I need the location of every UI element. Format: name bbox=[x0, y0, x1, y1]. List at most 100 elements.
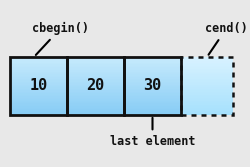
Text: cbegin(): cbegin() bbox=[32, 22, 89, 55]
Bar bbox=[124, 109, 181, 111]
Bar bbox=[67, 90, 124, 92]
Bar bbox=[181, 67, 233, 69]
Bar bbox=[124, 71, 181, 73]
Bar bbox=[124, 89, 181, 90]
Bar bbox=[10, 85, 67, 86]
Bar bbox=[181, 103, 233, 105]
Bar bbox=[10, 98, 67, 99]
Text: 30: 30 bbox=[144, 78, 162, 94]
Bar bbox=[181, 112, 233, 114]
Bar bbox=[181, 99, 233, 101]
Bar bbox=[67, 73, 124, 74]
Bar bbox=[67, 79, 124, 80]
Bar bbox=[181, 109, 233, 111]
Text: last element: last element bbox=[110, 118, 195, 148]
Bar bbox=[10, 90, 67, 92]
Bar bbox=[10, 80, 67, 82]
Bar bbox=[124, 60, 181, 61]
Bar bbox=[181, 79, 233, 80]
Bar bbox=[124, 86, 181, 88]
Bar bbox=[67, 86, 124, 88]
Bar bbox=[67, 99, 124, 101]
Bar bbox=[124, 58, 181, 60]
Bar bbox=[181, 86, 233, 88]
Bar bbox=[181, 89, 233, 90]
Bar bbox=[67, 103, 124, 105]
Bar bbox=[67, 109, 124, 111]
Bar bbox=[124, 82, 181, 83]
Bar bbox=[181, 77, 233, 79]
Bar bbox=[181, 76, 233, 77]
Bar bbox=[10, 103, 67, 105]
Bar bbox=[124, 74, 181, 76]
Text: 10: 10 bbox=[30, 78, 48, 94]
Bar bbox=[124, 102, 181, 103]
Bar bbox=[67, 105, 124, 106]
Bar bbox=[124, 67, 181, 69]
Bar bbox=[10, 64, 67, 66]
Bar bbox=[10, 108, 67, 109]
Bar bbox=[10, 61, 67, 63]
Bar bbox=[10, 79, 67, 80]
Bar bbox=[124, 64, 181, 66]
Bar bbox=[181, 106, 233, 108]
Bar bbox=[181, 70, 233, 71]
Bar bbox=[67, 58, 124, 60]
Bar bbox=[10, 106, 67, 108]
Bar bbox=[67, 101, 124, 102]
Bar bbox=[10, 92, 67, 93]
Bar bbox=[181, 57, 233, 115]
Bar bbox=[67, 63, 124, 64]
Bar bbox=[10, 67, 67, 69]
Bar bbox=[124, 83, 181, 85]
Bar bbox=[181, 92, 233, 93]
Bar bbox=[10, 111, 67, 112]
Bar bbox=[10, 112, 67, 114]
Bar bbox=[124, 90, 181, 92]
Bar bbox=[67, 57, 124, 58]
Bar bbox=[10, 82, 67, 83]
Bar bbox=[10, 88, 67, 89]
Bar bbox=[124, 76, 181, 77]
Bar bbox=[124, 85, 181, 86]
Bar bbox=[181, 96, 233, 98]
Bar bbox=[124, 88, 181, 89]
Bar bbox=[181, 58, 233, 60]
Bar bbox=[67, 102, 124, 103]
Bar bbox=[67, 60, 124, 61]
Bar bbox=[181, 105, 233, 106]
Bar bbox=[67, 108, 124, 109]
Bar bbox=[67, 95, 124, 96]
Bar bbox=[10, 86, 67, 88]
Bar bbox=[10, 102, 67, 103]
Bar bbox=[124, 57, 181, 115]
Bar bbox=[124, 73, 181, 74]
Bar bbox=[124, 98, 181, 99]
Bar bbox=[124, 111, 181, 112]
Bar bbox=[10, 63, 67, 64]
Text: 20: 20 bbox=[86, 78, 104, 94]
Text: cend(): cend() bbox=[205, 22, 248, 55]
Bar bbox=[181, 64, 233, 66]
Bar bbox=[124, 79, 181, 80]
Bar bbox=[124, 61, 181, 63]
Bar bbox=[181, 111, 233, 112]
Bar bbox=[10, 114, 67, 115]
Bar bbox=[124, 92, 181, 93]
Bar bbox=[67, 85, 124, 86]
Bar bbox=[10, 99, 67, 101]
Bar bbox=[181, 85, 233, 86]
Bar bbox=[124, 103, 181, 105]
Bar bbox=[181, 108, 233, 109]
Bar bbox=[181, 60, 233, 61]
Bar bbox=[67, 67, 124, 69]
Bar bbox=[181, 63, 233, 64]
Bar bbox=[10, 58, 67, 60]
Bar bbox=[181, 90, 233, 92]
Bar bbox=[10, 95, 67, 96]
Bar bbox=[181, 71, 233, 73]
Bar bbox=[124, 95, 181, 96]
Bar bbox=[124, 106, 181, 108]
Bar bbox=[67, 112, 124, 114]
Bar bbox=[10, 109, 67, 111]
